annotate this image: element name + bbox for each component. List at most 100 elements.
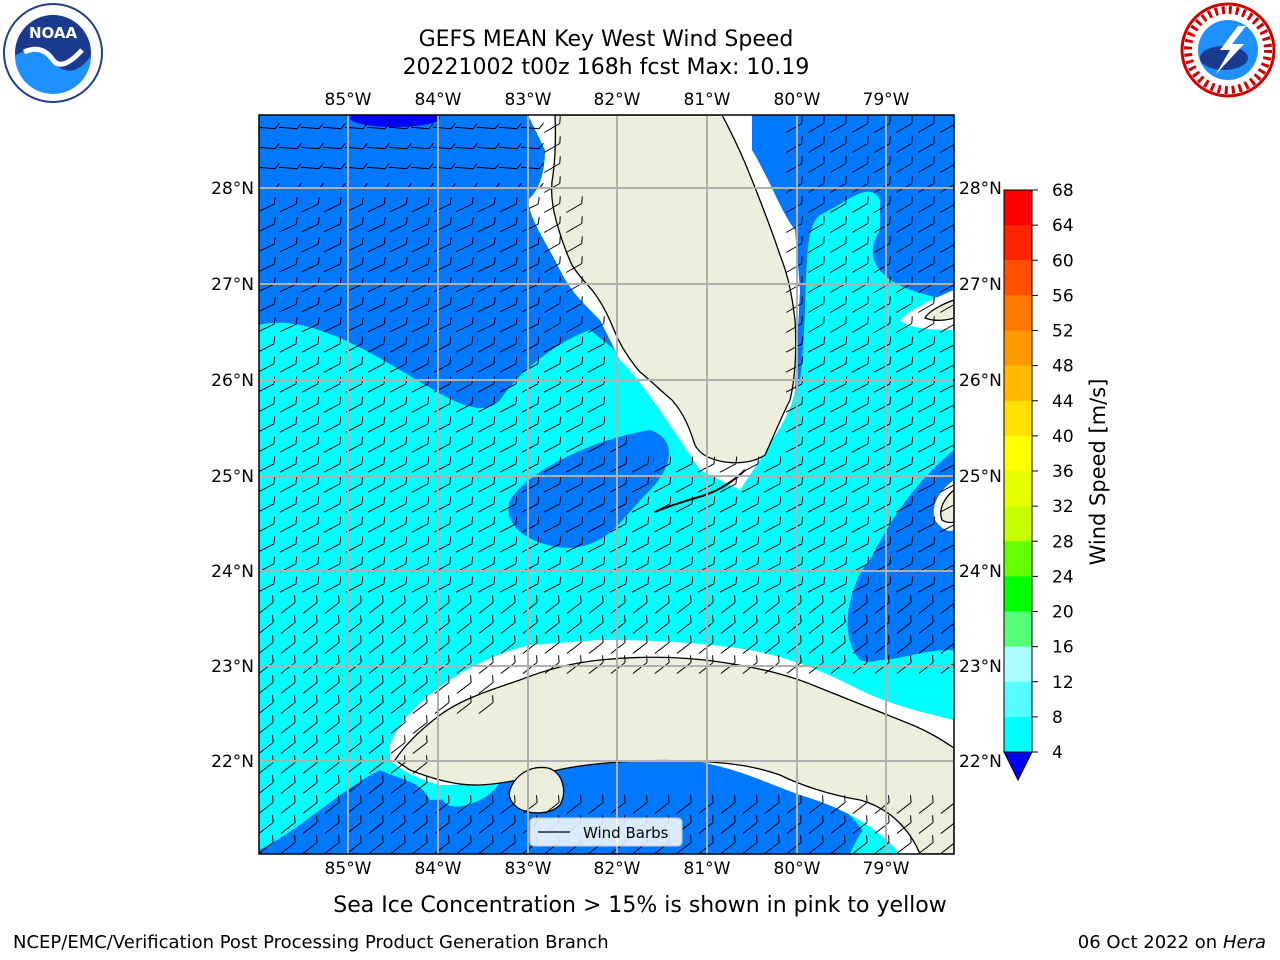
wind-barb	[368, 695, 384, 714]
wind-barb	[388, 142, 412, 150]
wind-barb	[742, 655, 758, 674]
axis-labels: 85°W 85°W 84°W 84°W 83°W 83°W 82°W 82°W 81°W 81°W…	[211, 90, 1002, 879]
wind-barb	[544, 595, 560, 614]
wind-barb	[411, 236, 430, 253]
wind-barb	[412, 795, 428, 814]
wind-barb	[302, 795, 318, 814]
wind-barb	[543, 536, 562, 553]
wind-barb	[653, 576, 672, 593]
wind-barb	[323, 316, 342, 333]
wind-barb	[873, 516, 892, 533]
wind-barb	[410, 162, 434, 170]
wind-barb	[388, 122, 412, 130]
wind-barb	[785, 576, 804, 593]
wind-barb	[259, 516, 276, 533]
colorbar-tick-label: 36	[1052, 462, 1074, 482]
wind-barb	[389, 516, 408, 533]
wind-barb	[390, 655, 406, 674]
wind-barb	[917, 316, 935, 333]
wind-barb	[411, 436, 430, 453]
colorbar-segment	[1004, 225, 1032, 261]
wind-barb	[829, 136, 847, 153]
wind-barb	[940, 635, 954, 654]
longitude-label-top: 79°W	[863, 90, 910, 110]
wind-barb	[499, 436, 518, 453]
wind-barb	[587, 336, 606, 353]
wind-barb	[411, 256, 430, 273]
wind-barb	[808, 815, 824, 834]
wind-barb	[918, 595, 934, 614]
wind-barb	[807, 136, 825, 153]
ocean-mid-pocket-east	[847, 460, 954, 662]
wind-barb	[851, 516, 870, 533]
colorbar-segment	[1004, 541, 1032, 577]
wind-barb	[873, 536, 892, 553]
wind-barb	[500, 655, 516, 674]
wind-barb	[565, 476, 584, 493]
colorbar-tick-label: 48	[1052, 357, 1074, 377]
wind-barb	[301, 236, 320, 253]
wind-barb	[852, 795, 868, 814]
wind-barb	[278, 162, 302, 170]
longitude-label-top: 85°W	[325, 90, 372, 110]
wind-barb	[411, 396, 430, 413]
wind-barb	[829, 396, 848, 413]
wind-barb	[498, 142, 522, 150]
wind-barb	[741, 456, 760, 473]
wind-barb	[653, 516, 672, 533]
wind-barb	[565, 436, 584, 453]
wind-barb	[279, 516, 298, 533]
wind-barb	[499, 236, 518, 253]
wind-barb	[917, 236, 935, 253]
wind-barb	[279, 456, 298, 473]
ocean-mid-pocket	[508, 430, 669, 548]
wind-barb	[456, 835, 472, 854]
wind-barb	[521, 216, 540, 233]
wind-barb	[389, 536, 408, 553]
wind-barb	[939, 196, 954, 213]
wind-barb	[499, 216, 518, 233]
latitude-label-right: 26°N	[959, 371, 1002, 391]
wind-barb	[807, 396, 826, 413]
wind-barb	[587, 456, 606, 473]
wind-barb	[895, 216, 913, 233]
wind-barb	[895, 116, 913, 133]
wind-barb	[346, 735, 362, 754]
wind-barb	[411, 536, 430, 553]
wind-barb	[940, 795, 954, 814]
wind-barb	[852, 655, 868, 674]
wind-barb	[368, 615, 384, 634]
wind-barb	[829, 156, 847, 173]
wind-barb	[302, 775, 318, 794]
longitude-label-bottom: 85°W	[325, 859, 372, 879]
colorbar-tick-label: 68	[1052, 181, 1074, 201]
wind-barb	[324, 675, 340, 694]
latitude-label-right: 22°N	[959, 752, 1002, 772]
wind-barb	[785, 296, 803, 313]
wind-barb	[455, 216, 474, 233]
wind-barb	[895, 396, 914, 413]
wind-barb	[259, 122, 280, 130]
wind-barb	[477, 456, 496, 473]
wind-barb	[522, 635, 538, 654]
wind-barb	[588, 635, 604, 654]
wind-barb	[940, 655, 954, 674]
colorbar-tick-label: 56	[1052, 286, 1074, 306]
wind-barb	[851, 356, 870, 373]
wind-barb	[632, 655, 648, 674]
wind-barb	[720, 795, 736, 814]
wind-barb	[432, 142, 456, 150]
wind-barb	[895, 436, 914, 453]
colorbar-segment	[1004, 471, 1032, 507]
colorbar-tick-label: 4	[1052, 743, 1063, 763]
wind-barb	[742, 835, 758, 854]
wind-barb	[852, 615, 868, 634]
wind-barb	[851, 216, 869, 233]
wind-barb	[455, 256, 474, 273]
wind-barb	[543, 436, 562, 453]
wind-barb	[322, 162, 346, 170]
wind-barb	[917, 456, 936, 473]
latitude-label-left: 25°N	[211, 467, 254, 487]
wind-barb	[632, 615, 648, 634]
wind-barb	[259, 775, 274, 794]
